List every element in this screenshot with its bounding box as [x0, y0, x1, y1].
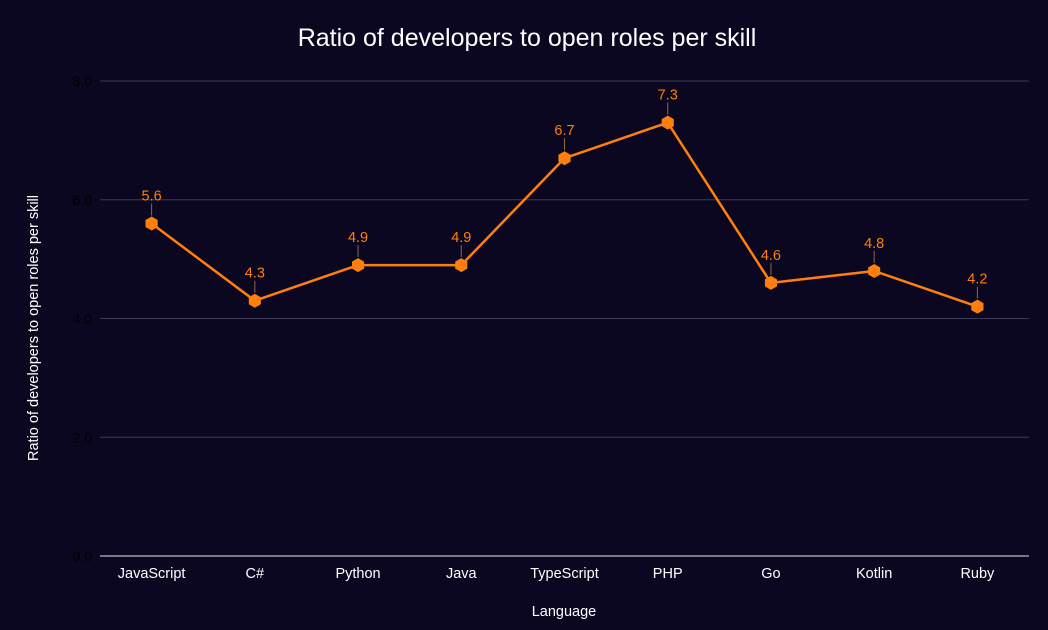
data-point-marker[interactable] — [455, 258, 468, 273]
data-point-marker[interactable] — [248, 293, 261, 308]
data-label: 4.3 — [245, 266, 265, 282]
data-point-marker[interactable] — [868, 264, 881, 278]
data-point-marker[interactable] — [971, 299, 984, 314]
x-tick-label: Python — [335, 566, 380, 582]
data-point-marker[interactable] — [145, 216, 158, 231]
data-label: 7.3 — [658, 88, 678, 104]
data-point-marker[interactable] — [352, 258, 365, 273]
data-label: 4.6 — [761, 248, 781, 264]
x-tick-label: Java — [446, 566, 478, 582]
data-label: 6.7 — [554, 123, 574, 139]
gridlines — [100, 80, 1029, 557]
x-tick-label: JavaScript — [118, 566, 186, 582]
x-tick-label: PHP — [653, 566, 683, 582]
chart-title: Ratio of developers to open roles per sk… — [298, 24, 757, 52]
y-tick-label: 8.0 — [73, 73, 93, 89]
data-point-marker[interactable] — [558, 151, 571, 166]
data-label: 4.8 — [864, 236, 884, 252]
y-tick-label: 2.0 — [73, 429, 93, 445]
x-axis-title: Language — [532, 604, 597, 620]
x-tick-label: Go — [761, 566, 780, 582]
data-label: 5.6 — [142, 189, 162, 205]
x-tick-label: Kotlin — [856, 566, 892, 582]
series-ratio: 5.6 4.3 4.9 4.9 6.7 7.3 4.6 4.8 4.2 — [142, 88, 987, 314]
y-tick-label: 4.0 — [73, 311, 93, 327]
series-line — [150, 121, 978, 308]
x-tick-label: TypeScript — [530, 566, 599, 582]
x-tick-label: Ruby — [960, 566, 995, 582]
data-point-marker[interactable] — [764, 275, 777, 290]
y-axis-title: Ratio of developers to open roles per sk… — [26, 195, 42, 461]
x-tick-label: C# — [246, 566, 265, 582]
data-label: 4.9 — [348, 230, 368, 246]
data-point-marker[interactable] — [661, 115, 674, 130]
x-axis-ticks: JavaScript C# Python Java TypeScript PHP Go Kot… — [118, 566, 995, 582]
y-tick-label: 0.0 — [73, 548, 93, 564]
data-label: 4.2 — [967, 272, 987, 288]
y-tick-label: 6.0 — [73, 192, 93, 208]
y-axis-ticks: 0.0 2.0 4.0 6.0 8.0 — [73, 73, 93, 564]
data-label: 4.9 — [451, 230, 471, 246]
